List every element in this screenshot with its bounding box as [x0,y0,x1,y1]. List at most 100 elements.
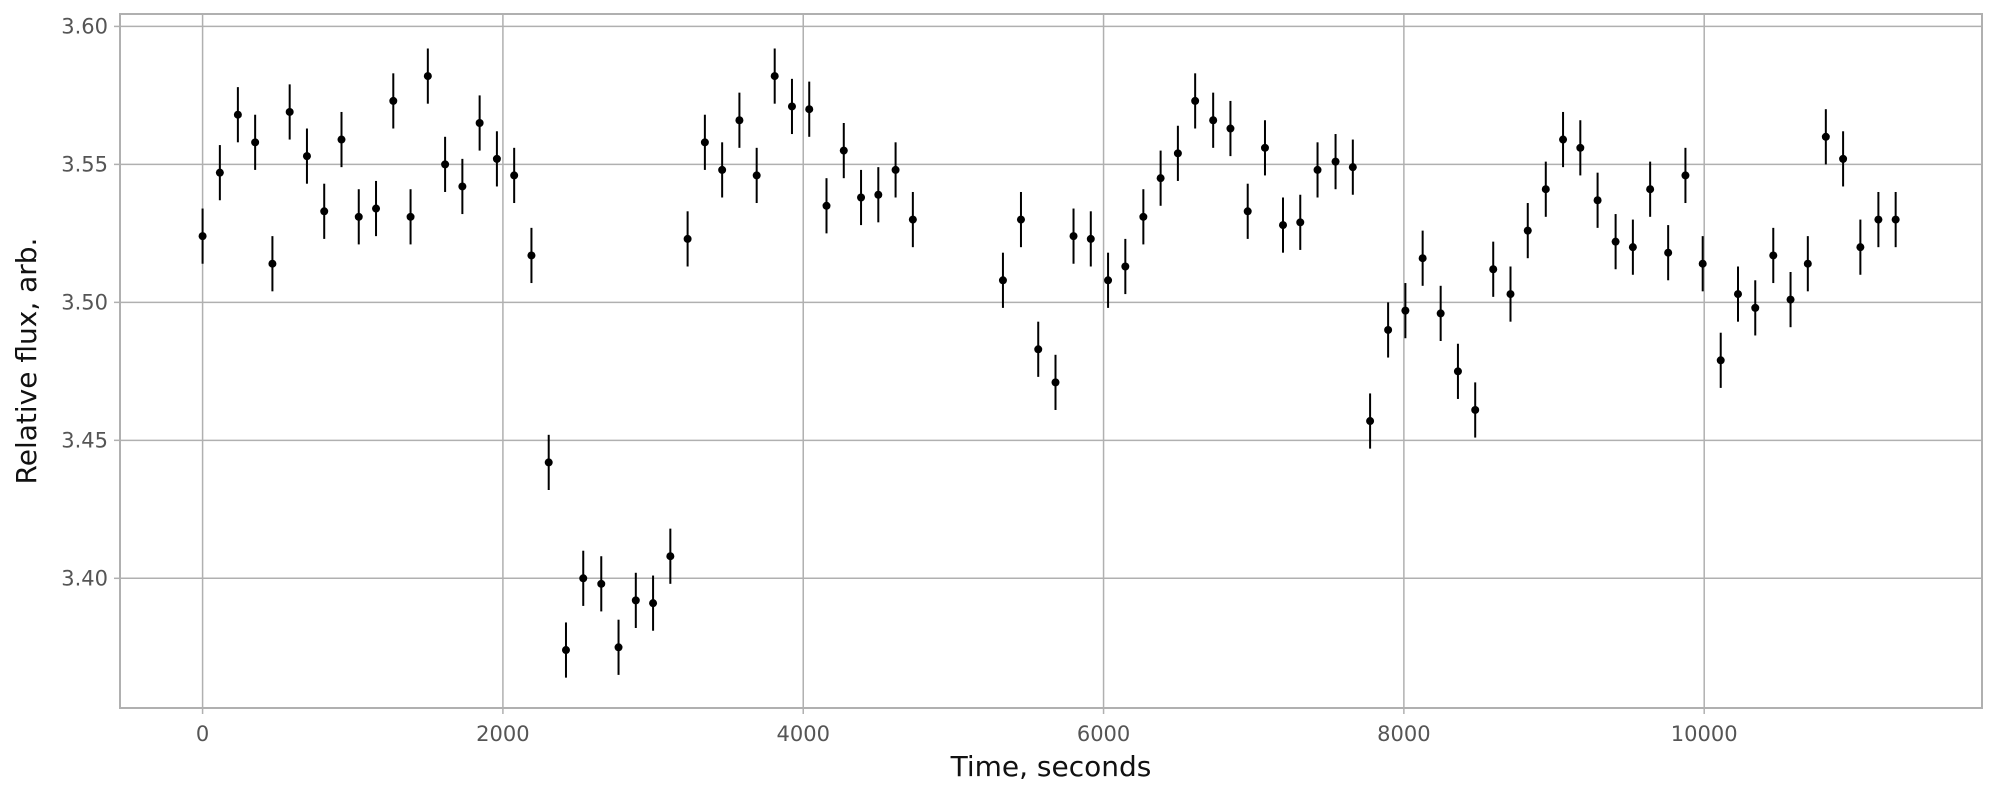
x-tick-label: 10000 [1671,722,1738,746]
data-point [1471,405,1480,414]
data-point [1348,163,1357,172]
y-tick-label: 3.55 [61,152,108,176]
data-point [1384,325,1393,334]
data-point [614,643,623,652]
data-point [1401,306,1410,315]
data-point [1646,185,1655,194]
data-point [423,72,432,81]
data-point [406,212,415,221]
data-point [1611,237,1620,246]
data-point [510,171,519,180]
data-point [337,135,346,144]
data-point [1366,417,1375,426]
data-point [891,165,900,174]
data-point [198,232,207,241]
y-tick-label: 3.40 [61,566,108,590]
x-tick-label: 8000 [1377,722,1430,746]
data-point [770,72,779,81]
data-point [1856,243,1865,252]
data-point [649,599,658,608]
data-point [1260,143,1269,152]
data-point [1121,262,1130,271]
data-point [544,458,553,467]
data-point [1751,303,1760,312]
data-point [1698,259,1707,268]
data-series [198,48,1900,678]
data-point [1453,367,1462,376]
y-tick-label: 3.50 [61,290,108,314]
data-point [1069,232,1078,241]
data-point [1803,259,1812,268]
data-point [233,110,242,119]
data-point [857,193,866,202]
data-point [1769,251,1778,260]
data-point [1628,243,1637,252]
data-point [1716,356,1725,365]
data-point [1874,215,1883,224]
data-point [1104,276,1113,285]
data-point [1593,196,1602,205]
grid [120,14,1982,708]
data-point [1891,215,1900,224]
data-point [1681,171,1690,180]
data-point [1489,265,1498,274]
data-point [492,154,501,163]
data-point [666,552,675,561]
data-point [1506,290,1515,299]
data-point [839,146,848,155]
data-point [718,165,727,174]
x-tick-label: 0 [196,722,209,746]
data-point [1034,345,1043,354]
data-point [372,204,381,213]
data-point [458,182,467,191]
data-point [1418,254,1427,263]
data-point [1226,124,1235,133]
y-axis-label: Relative flux, arb. [10,238,43,485]
data-point [1173,149,1182,158]
data-point [787,102,796,111]
data-point [1051,378,1060,387]
data-point [1733,290,1742,299]
data-point [1786,295,1795,304]
data-point [908,215,917,224]
data-point [1541,185,1550,194]
data-point [735,116,744,125]
y-tick-label: 3.45 [61,428,108,452]
data-point [1016,215,1025,224]
data-point [631,596,640,605]
data-point [700,138,709,147]
data-point [1821,132,1830,141]
data-point [1139,212,1148,221]
data-point [215,168,224,177]
data-point [1156,174,1165,183]
data-point [1839,154,1848,163]
data-point [1559,135,1568,144]
data-point [1243,207,1252,216]
data-point [1278,221,1287,230]
y-tick-label: 3.60 [61,14,108,38]
data-point [527,251,536,260]
data-point [561,646,570,655]
data-point [1296,218,1305,227]
data-point [1086,234,1095,243]
x-tick-label: 6000 [1077,722,1130,746]
x-axis-label: Time, seconds [950,750,1152,783]
data-point [302,152,311,161]
data-point [683,234,692,243]
data-point [1664,248,1673,257]
data-point [268,259,277,268]
plot-frame [119,13,1983,709]
data-point [1523,226,1532,235]
data-point [1313,165,1322,174]
axis-ticks: 0 2000 4000 6000 8000 10000 3.40 3.45 3.50 3.55 3.… [61,14,1737,746]
data-point [874,190,883,199]
data-point [805,105,814,114]
data-point [597,579,606,588]
x-tick-label: 4000 [777,722,830,746]
data-point [752,171,761,180]
data-point [285,107,294,116]
data-point [1331,157,1340,166]
data-point [579,574,588,583]
data-point [1209,116,1218,125]
